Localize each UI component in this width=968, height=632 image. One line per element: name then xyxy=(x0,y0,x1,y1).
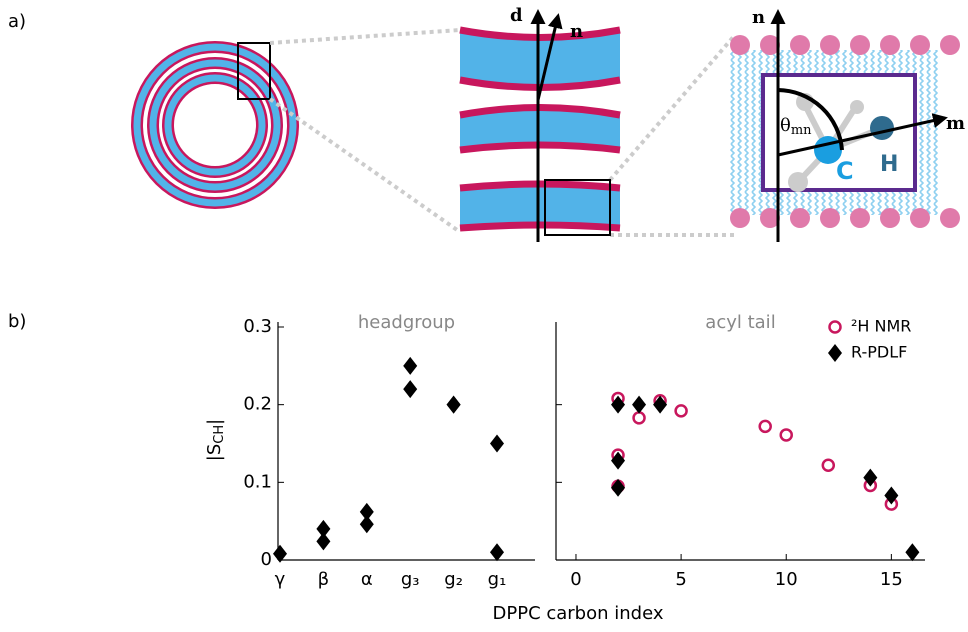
x-axis-label: DPPC carbon index xyxy=(493,603,664,624)
y-axis-label: |SCH| xyxy=(204,419,227,461)
legend-label: R-PDLF xyxy=(851,343,907,362)
diamond-marker xyxy=(403,380,417,398)
legend-label: ²H NMR xyxy=(851,317,911,336)
lipid-zoom xyxy=(730,12,960,242)
x-tick-label: α xyxy=(361,569,373,590)
panel-title: acyl tail xyxy=(705,312,775,333)
panel-label: a) xyxy=(8,11,26,32)
x-tick-label: 0 xyxy=(570,569,581,590)
angle-subscript: mn xyxy=(791,123,812,138)
vector-label: m xyxy=(946,113,965,134)
diamond-marker xyxy=(905,543,919,561)
y-tick-label: 0 xyxy=(261,549,272,570)
vesicle xyxy=(137,43,293,203)
atom-label: C xyxy=(836,157,854,185)
angle-symbol: θ xyxy=(780,115,791,136)
diamond-marker xyxy=(403,357,417,375)
vector-label: n xyxy=(570,21,583,42)
y-tick-label: 0.3 xyxy=(243,316,272,337)
x-tick-label: 15 xyxy=(880,569,903,590)
diamond-marker xyxy=(611,479,625,497)
y-axis-label-part: | xyxy=(204,419,225,425)
panel-title: headgroup xyxy=(358,312,455,333)
diamond-marker xyxy=(316,520,330,538)
vector-label: n xyxy=(752,7,765,28)
x-tick-label: γ xyxy=(275,569,286,590)
atom-label: H xyxy=(880,152,898,177)
legend-marker xyxy=(828,344,842,362)
vector-label: d xyxy=(510,5,523,26)
x-tick-label: 10 xyxy=(775,569,798,590)
diamond-marker xyxy=(490,543,504,561)
x-tick-label: β xyxy=(318,569,330,590)
diamond-marker xyxy=(490,435,504,453)
x-tick-label: g₃ xyxy=(401,569,420,590)
y-tick-label: 0.2 xyxy=(243,394,272,415)
x-tick-label: 5 xyxy=(675,569,686,590)
y-axis-label-part: |S xyxy=(204,444,225,462)
circle-marker xyxy=(676,405,687,416)
bilayers xyxy=(460,12,620,242)
circle-marker xyxy=(781,429,792,440)
x-tick-label: g₁ xyxy=(488,569,507,590)
x-tick-label: g₂ xyxy=(444,569,463,590)
circle-marker xyxy=(823,460,834,471)
diamond-marker xyxy=(360,503,374,521)
diamond-marker xyxy=(632,396,646,414)
y-axis-label-sub: CH xyxy=(212,425,227,444)
figure: a) b) d n xyxy=(0,0,968,628)
circle-marker xyxy=(760,421,771,432)
y-tick-label: 0.1 xyxy=(243,471,272,492)
panel-label: b) xyxy=(8,311,26,332)
circle-marker xyxy=(634,412,645,423)
legend-marker xyxy=(830,322,841,333)
diamond-marker xyxy=(447,396,461,414)
